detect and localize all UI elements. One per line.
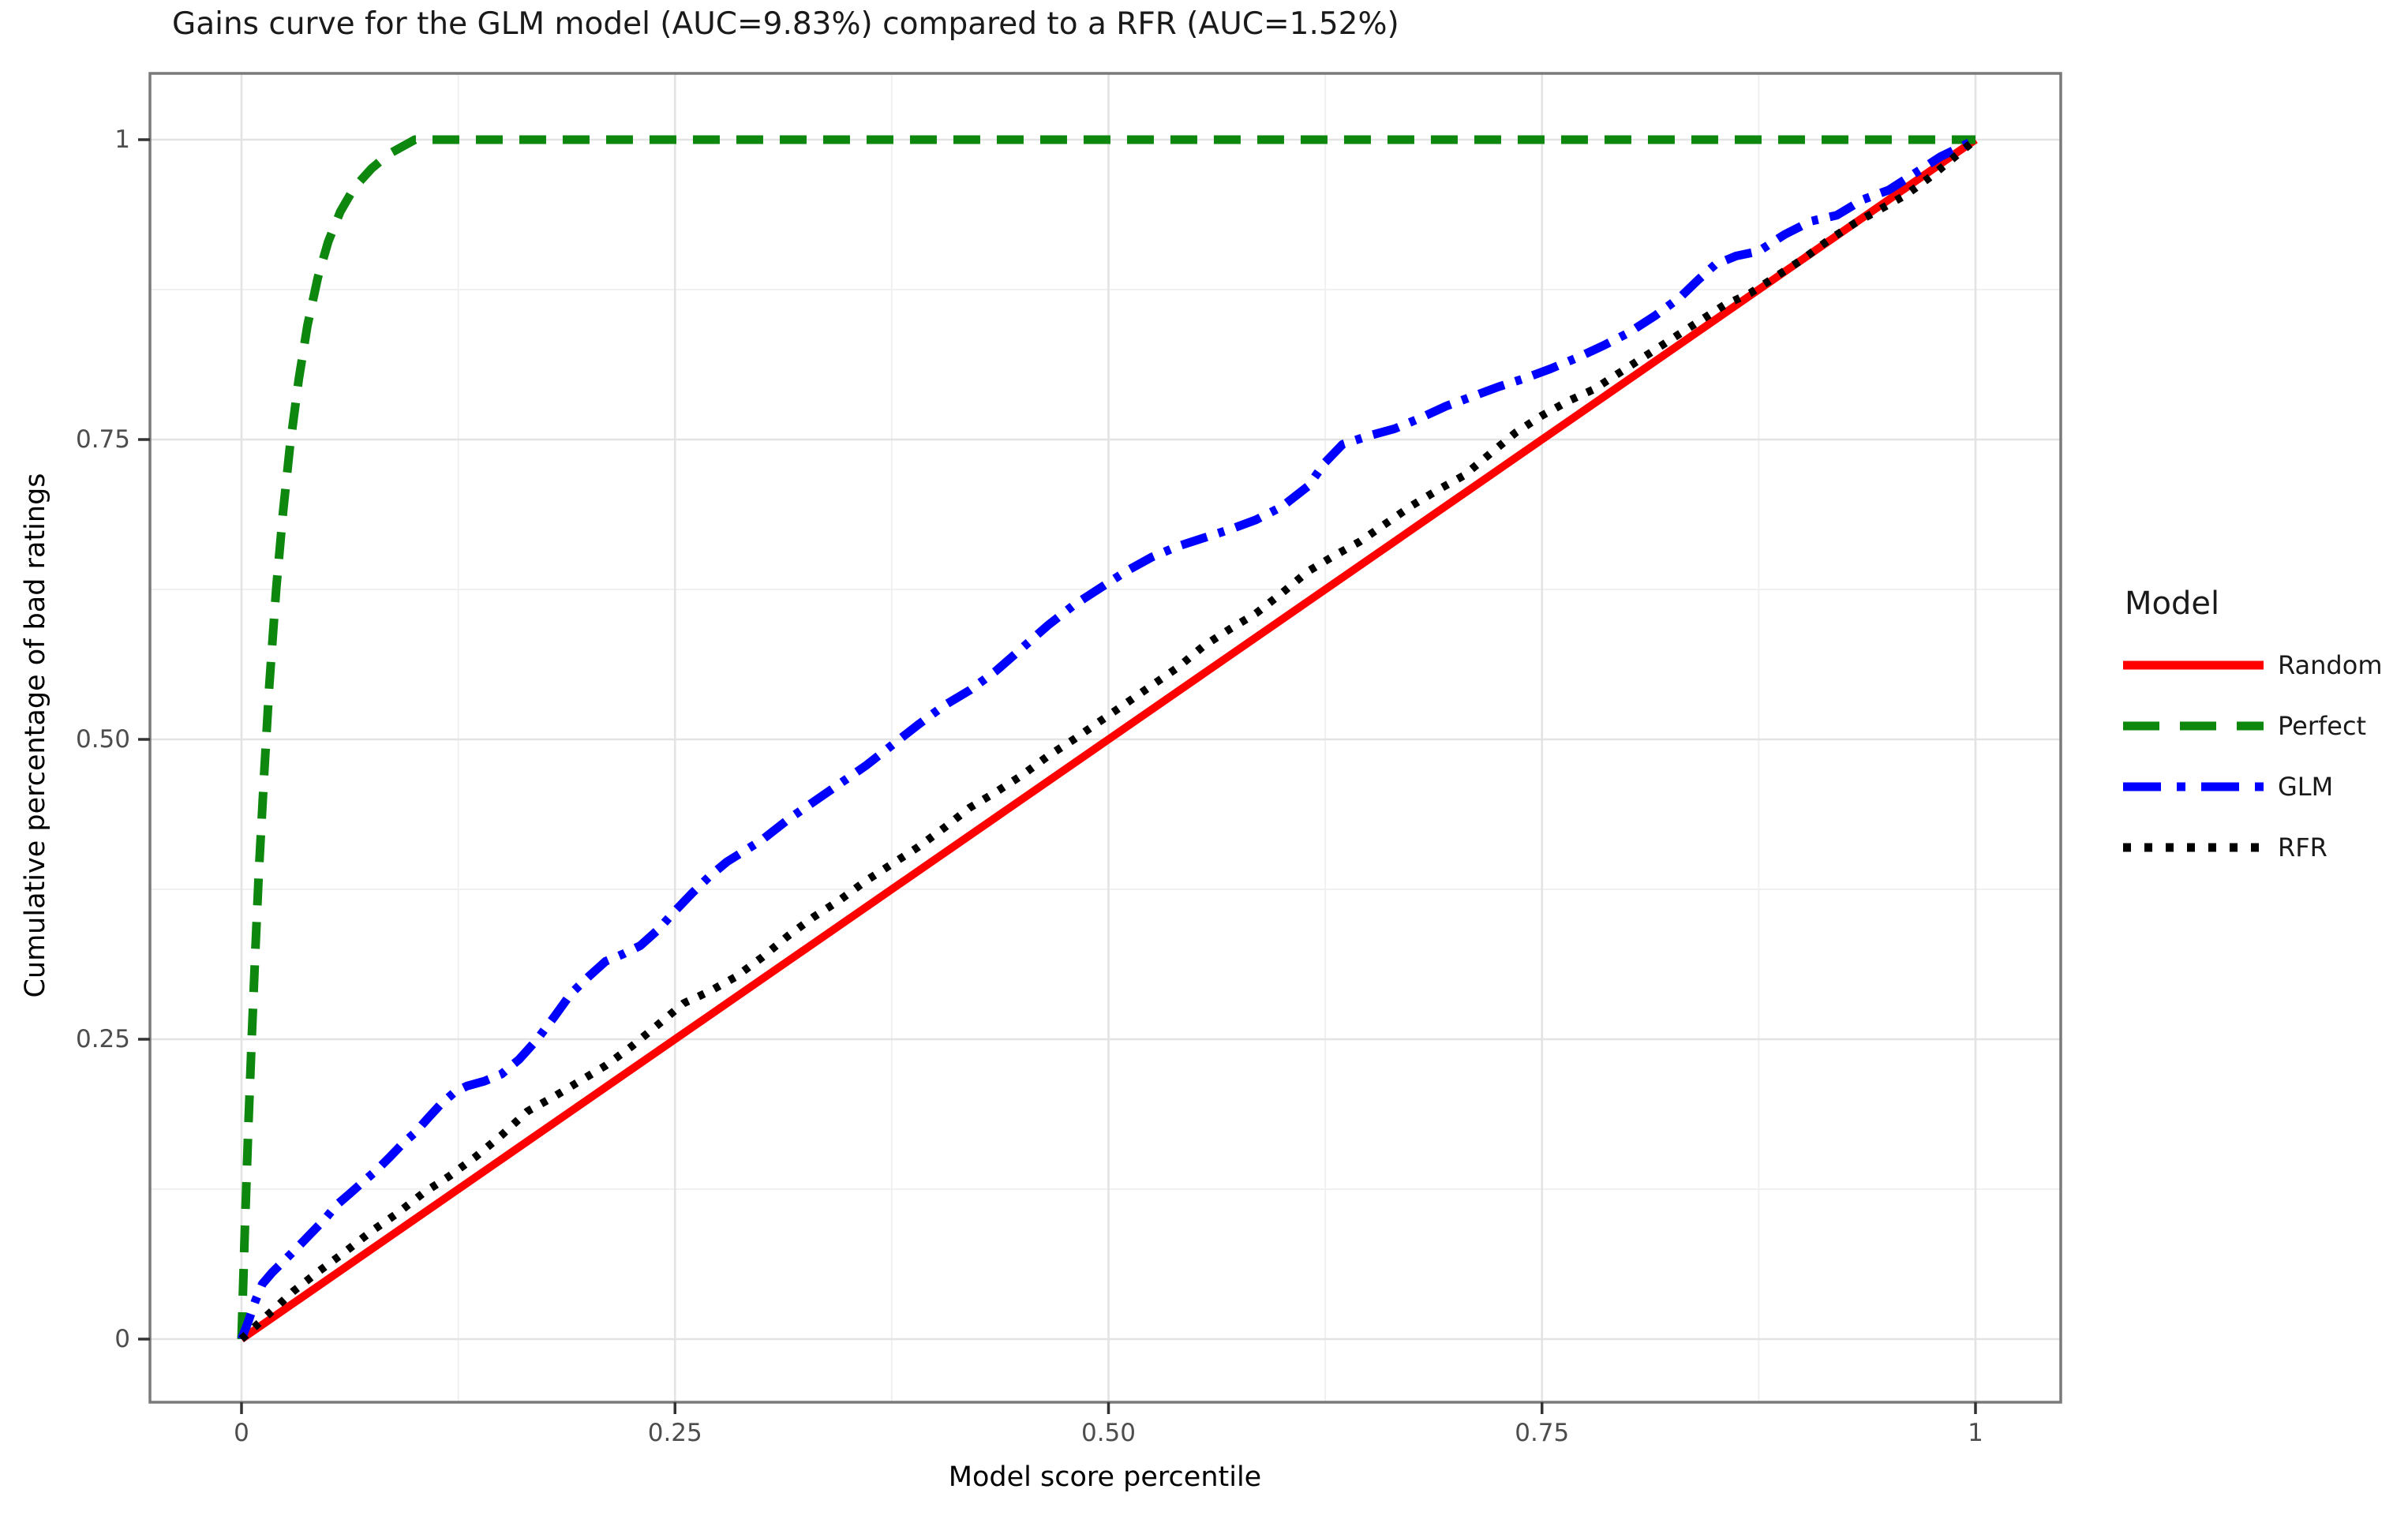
legend-key-random-line — [2123, 660, 2264, 669]
legend-label: GLM — [2278, 771, 2334, 802]
x-tick-label: 0.50 — [1080, 1419, 1137, 1447]
x-tick-label: 0 — [234, 1419, 249, 1447]
x-tick-label: 0.75 — [1515, 1419, 1570, 1447]
y-tick-label: 0.25 — [75, 1025, 130, 1053]
y-tick-label: 0.75 — [75, 425, 130, 454]
series-random-line — [239, 136, 1978, 1343]
panel-border — [148, 72, 2062, 1404]
legend-label: RFR — [2278, 832, 2327, 862]
legend-key-glm-line — [2123, 782, 2264, 791]
y-tick-label: 0.50 — [75, 725, 130, 754]
legend-row-rfr: RFR — [2123, 817, 2382, 877]
y-tick-label: 1 — [114, 125, 130, 154]
series-glm-line — [237, 136, 1978, 1341]
legend-row-glm: GLM — [2123, 756, 2382, 817]
legend-key-perfect-line — [2123, 721, 2264, 730]
legend-label: Perfect — [2278, 710, 2367, 741]
series-rfr-line — [238, 137, 1979, 1342]
legend-rows: Random Perfect GLM RFR — [2123, 634, 2382, 877]
y-tick-label: 0 — [114, 1325, 130, 1353]
legend-row-random: Random — [2123, 634, 2382, 695]
x-axis-title: Model score percentile — [948, 1461, 1262, 1493]
legend-key-rfr-line — [2123, 843, 2264, 851]
legend-label: Random — [2278, 649, 2383, 680]
x-tick-labels: 0 0.25 0.50 0.75 1 — [0, 1419, 2408, 1450]
x-tick-label: 0.25 — [647, 1419, 702, 1447]
legend: Model Random Perfect GLM RFR — [2123, 586, 2382, 877]
legend-title: Model — [2125, 586, 2220, 622]
chart-title: Gains curve for the GLM model (AUC=9.83%… — [172, 6, 1399, 42]
x-tick-label: 1 — [1968, 1419, 1983, 1447]
legend-row-perfect: Perfect — [2123, 695, 2382, 756]
series-perfect-line — [237, 135, 1975, 1340]
y-tick-labels: 0 0.25 0.50 0.75 1 — [0, 0, 130, 1519]
